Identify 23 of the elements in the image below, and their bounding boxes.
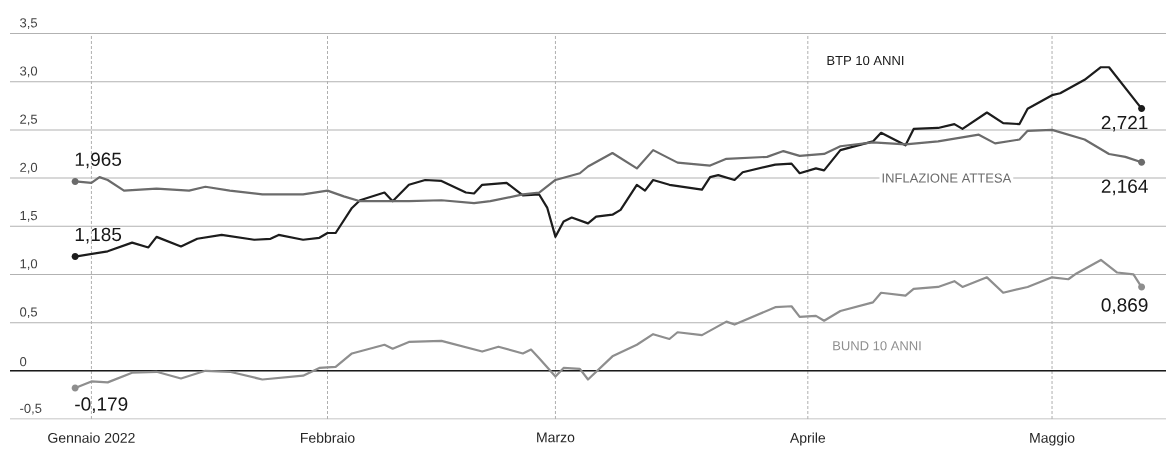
text: INFLAZIONE ATTESA [882,173,1012,183]
y-tick-label: 1,5 [20,211,38,222]
x-tick-label: Maggio [1030,432,1075,446]
y-tick-label: 3,0 [20,66,38,78]
data-label: 1,965 [75,152,122,169]
data-label: 2,721 [1101,115,1148,132]
series-label: BUND 10 ANNI [833,341,921,351]
data-label: 2,164 [1101,179,1148,196]
text: BTP 10 ANNI [827,55,904,66]
y-tick-label: 0,5 [20,307,38,319]
x-tick-label: Gennaio 2022 [48,432,135,443]
y-tick-label: 0 [20,357,27,367]
y-tick-label: -0,5 [20,403,42,415]
y-tick-label: 2,0 [20,162,38,174]
y-tick-label: 2,5 [20,114,38,126]
data-label: -0,179 [75,397,128,413]
y-tick-label: 1,0 [20,259,38,270]
x-tick-label: Febbraio [301,432,355,443]
data-label: 0,869 [1101,298,1148,314]
x-tick-label: Aprile [789,432,826,446]
y-tick-label: 3,5 [20,18,38,29]
x-tick-label: Marzo [537,432,575,443]
data-label: 1,185 [75,227,122,244]
